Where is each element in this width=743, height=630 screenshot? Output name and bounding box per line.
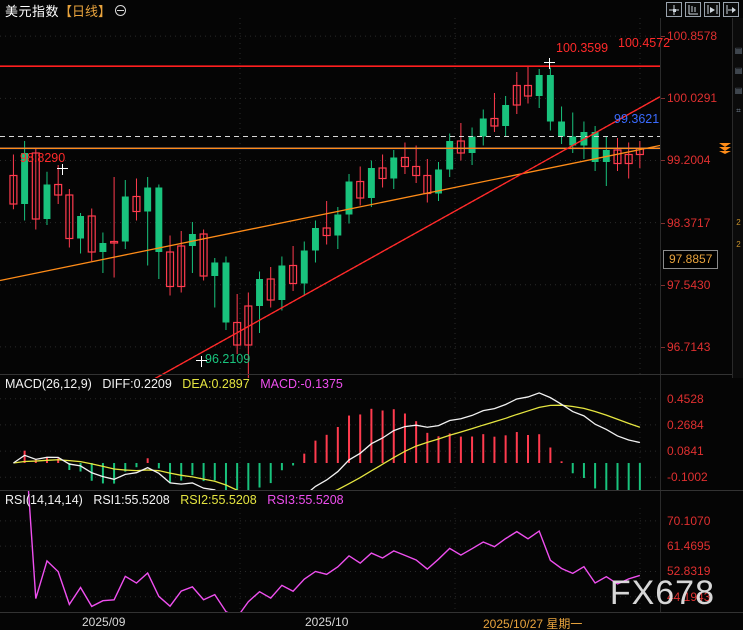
price-axis-label: 100.0291 (667, 91, 718, 106)
timeframe-bracket-close: 】 (98, 3, 112, 19)
price-axis-tick (661, 98, 665, 100)
rsi-axis-label: 52.8319 (667, 564, 711, 579)
time-axis-label[interactable]: 2025/10 (305, 615, 349, 629)
current-price-arrow-icon (718, 142, 732, 155)
macd-plot-area[interactable] (0, 374, 660, 490)
instrument-name: 美元指数 (5, 3, 60, 19)
rsi-panel[interactable]: RSI(14,14,14) RSI1:55.5208 RSI2:55.5208 … (0, 490, 743, 612)
divider-rsi (0, 490, 743, 491)
rsi-header: RSI(14,14,14) RSI1:55.5208 RSI2:55.5208 … (5, 493, 351, 507)
strip-glyph-5[interactable]: 2 (736, 218, 741, 227)
annotation-99-3621: 99.3621 (614, 112, 660, 126)
price-axis-tick (661, 222, 665, 224)
price-axis-tick (661, 160, 665, 162)
time-axis-label[interactable]: 2025/09 (82, 615, 126, 629)
rsi-axis-label: 44.1943 (667, 589, 711, 604)
candlestick-chart (0, 18, 660, 378)
marker-low-cross (196, 356, 207, 367)
price-axis-label: 97.5430 (667, 277, 711, 292)
vertical-scale-icon[interactable] (685, 2, 701, 17)
chart-tool-buttons (666, 2, 739, 17)
titlebar: 美元指数 【 日线 】 (0, 0, 743, 20)
price-axis-tick (661, 284, 665, 286)
rsi-plot-area[interactable] (0, 490, 660, 612)
timeframe-label: 日线 (72, 3, 99, 19)
macd-title: MACD(26,12,9) (5, 377, 92, 391)
strip-glyph-4[interactable]: ⌗ (736, 106, 741, 115)
rsi-title: RSI(14,14,14) (5, 493, 83, 507)
strip-glyph-1[interactable]: ▤ (734, 46, 743, 55)
timeframe-bracket-open: 【 (59, 3, 73, 19)
macd-dea-value: DEA:0.2897 (182, 377, 250, 391)
macd-diff-value: DIFF:0.2209 (102, 377, 172, 391)
right-toolbar-strip[interactable]: ▤ ▤ ▤ ⌗ 2 2 (732, 18, 743, 378)
price-axis-tick (661, 346, 665, 348)
annotation-98-8290: 98.8290 (20, 151, 66, 165)
price-axis-tick (661, 36, 665, 38)
macd-hist-value: MACD:-0.1375 (260, 377, 343, 391)
price-axis-label: 96.7143 (667, 339, 711, 354)
annotation-96-2109: 96.2109 (205, 352, 251, 366)
macd-axis-label: 0.4528 (667, 391, 704, 406)
macd-panel[interactable]: MACD(26,12,9) DIFF:0.2209 DEA:0.2897 MAC… (0, 374, 743, 490)
annotation-100-4572: 100.4572 (618, 36, 671, 50)
scale-right-icon[interactable] (704, 2, 720, 17)
rsi1-value: RSI1:55.5208 (93, 493, 170, 507)
jump-to-latest-icon[interactable] (723, 2, 739, 17)
rsi-axis-label: 70.1070 (667, 513, 711, 528)
macd-header: MACD(26,12,9) DIFF:0.2209 DEA:0.2897 MAC… (5, 377, 350, 391)
macd-chart (0, 392, 660, 490)
price-axis-label: 98.3717 (667, 215, 711, 230)
macd-axis-label: -0.1002 (667, 470, 708, 485)
divider-macd (0, 374, 743, 375)
watermark: FX678 (609, 574, 715, 612)
crosshair-move-icon[interactable] (666, 2, 682, 17)
rsi-chart (0, 490, 660, 612)
rsi2-value: RSI2:55.5208 (180, 493, 257, 507)
marker-left-cross (57, 164, 68, 175)
strip-glyph-2[interactable]: ▤ (734, 66, 743, 75)
price-axis[interactable]: 100.8578 100.0291 99.2004 98.3717 97.5430 96.… (660, 18, 743, 378)
marker-high-cross (544, 58, 555, 69)
macd-axis: 0.4528 0.2684 0.0841 -0.1002 (660, 374, 743, 490)
rsi-axis: 70.1070 61.4695 52.8319 44.1943 (660, 490, 743, 612)
time-axis[interactable]: 2025/09 2025/10 2025/10/27 星期一 (0, 612, 743, 630)
annotation-100-3599: 100.3599 (556, 41, 609, 55)
time-axis-label[interactable]: 2025/10/27 星期一 (483, 617, 583, 630)
minus-circle-icon[interactable] (115, 4, 127, 16)
macd-axis-label: 0.2684 (667, 417, 704, 432)
strip-glyph-3[interactable]: ▤ (734, 86, 743, 95)
price-axis-label: 100.8578 (667, 29, 718, 44)
rsi-axis-label: 61.4695 (667, 539, 711, 554)
price-axis-label: 99.2004 (667, 153, 711, 168)
highlighted-price-box[interactable]: 97.8857 (663, 250, 719, 270)
strip-glyph-6[interactable]: 2 (736, 240, 741, 249)
rsi3-value: RSI3:55.5208 (267, 493, 344, 507)
price-plot-area[interactable] (0, 18, 660, 378)
macd-axis-label: 0.0841 (667, 444, 704, 459)
price-panel[interactable]: 100.8578 100.0291 99.2004 98.3717 97.5430 96.… (0, 18, 743, 378)
